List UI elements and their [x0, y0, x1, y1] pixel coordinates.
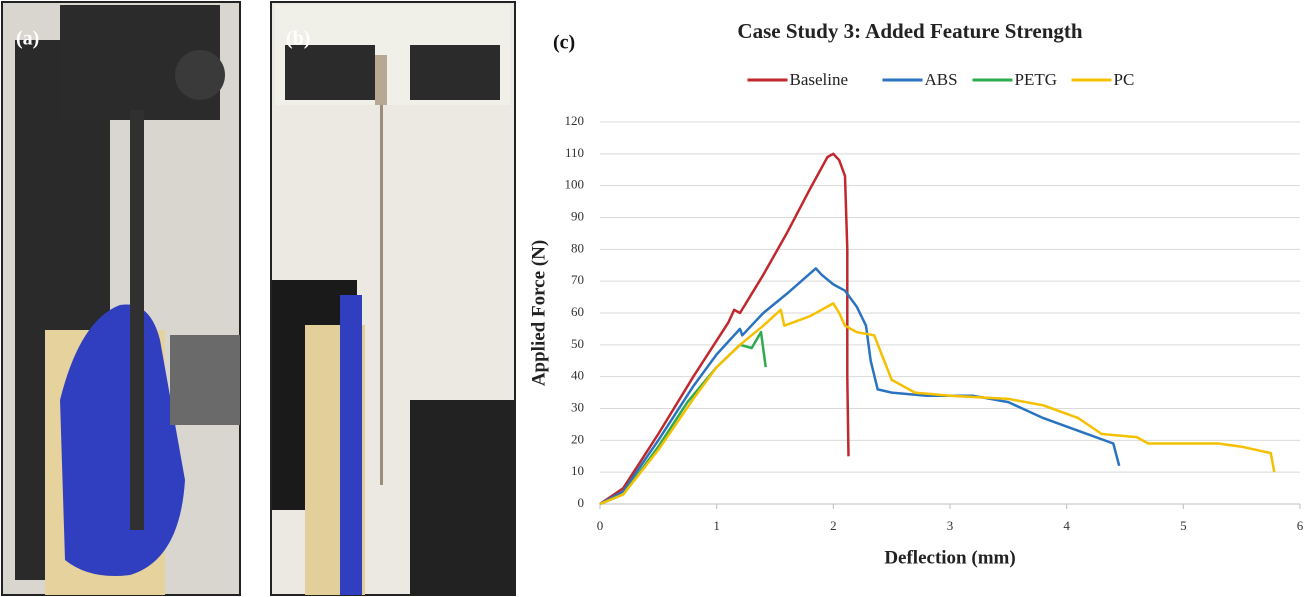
y-tick-label: 120 — [565, 113, 585, 128]
chart-title: Case Study 3: Added Feature Strength — [737, 19, 1082, 43]
series-line — [599, 302, 1276, 506]
photo-b — [270, 1, 516, 596]
panel-label: (c) — [553, 32, 575, 54]
y-tick-label: 10 — [571, 463, 584, 478]
x-tick-label: 4 — [1063, 518, 1070, 533]
photo-a — [1, 1, 241, 596]
y-tick-label: 100 — [565, 177, 585, 192]
y-tick-label: 80 — [571, 240, 584, 255]
y-tick-label: 30 — [571, 399, 584, 414]
legend-label: PC — [1114, 70, 1135, 89]
panel-label: (a) — [16, 28, 39, 50]
x-tick-label: 2 — [830, 518, 837, 533]
x-axis-title: Deflection (mm) — [884, 547, 1015, 568]
y-tick-label: 50 — [571, 336, 584, 351]
legend-label: PETG — [1015, 70, 1058, 89]
y-tick-label: 60 — [571, 304, 584, 319]
y-tick-label: 70 — [571, 272, 584, 287]
y-tick-label: 20 — [571, 431, 584, 446]
series-line — [599, 152, 850, 506]
series-line — [599, 267, 1121, 506]
y-tick-label: 40 — [571, 368, 584, 383]
x-tick-label: 5 — [1180, 518, 1187, 533]
panel-label: (b) — [286, 28, 310, 50]
y-tick-label: 90 — [571, 208, 584, 223]
y-tick-label: 110 — [565, 145, 584, 160]
y-tick-label: 0 — [578, 495, 585, 510]
x-tick-label: 1 — [713, 518, 720, 533]
series-line — [599, 330, 767, 506]
legend-label: ABS — [925, 70, 958, 89]
legend-label: Baseline — [790, 70, 849, 89]
x-tick-label: 0 — [597, 518, 604, 533]
y-axis-title: Applied Force (N) — [528, 240, 549, 386]
x-tick-label: 3 — [947, 518, 954, 533]
x-tick-label: 6 — [1297, 518, 1304, 533]
